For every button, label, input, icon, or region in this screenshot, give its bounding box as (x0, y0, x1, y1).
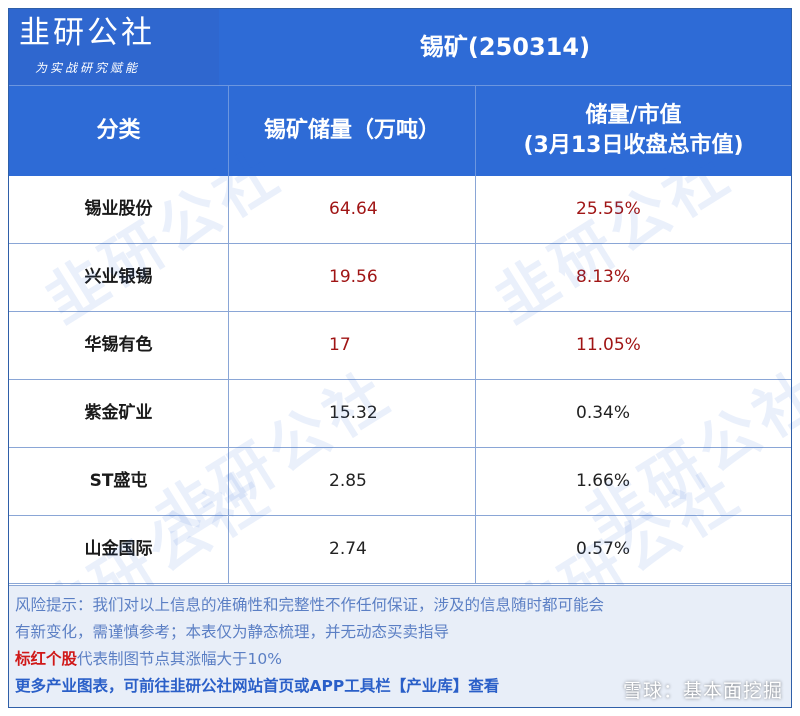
risk-line-2: 有新变化，需谨慎参考；本表仅为静态梳理，并无动态买卖指导 (15, 623, 450, 641)
title-row: 韭研公社 为实战研究赋能 锡矿(250314) (9, 9, 791, 85)
ratio-value: 8.13% (576, 267, 631, 287)
reserve-value: 15.32 (229, 380, 476, 447)
red-stock-label: 标红个股 (15, 650, 78, 668)
table-row: 山金国际 2.74 0.57% (9, 516, 791, 584)
ratio-value: 25.55% (576, 199, 641, 219)
reserve-value: 64.64 (229, 176, 476, 243)
page-title: 锡矿(250314) (419, 33, 591, 61)
reserve-value: 17 (229, 312, 476, 379)
reserve-value: 2.74 (229, 516, 476, 583)
red-stock-note: 代表制图节点其涨幅大于10% (77, 650, 282, 668)
table-row: 华锡有色 17 11.05% (9, 312, 791, 380)
ratio-value: 11.05% (576, 335, 641, 355)
company-name: ST盛屯 (9, 448, 229, 515)
xueqiu-watermark: 雪球：基本面挖掘 (622, 680, 783, 702)
table-row: 紫金矿业 15.32 0.34% (9, 380, 791, 448)
table-row: 锡业股份 64.64 25.55% (9, 176, 791, 244)
more-charts-link[interactable]: 更多产业图表，可前往韭研公社网站首页或APP工具栏【产业库】查看 (15, 677, 500, 695)
highlight-note: 标红个股代表制图节点其涨幅大于10% (15, 646, 785, 673)
reserve-value: 19.56 (229, 244, 476, 311)
footer-notes: 风险提示：我们对以上信息的准确性和完整性不作任何保证，涉及的信息随时都可能会 有… (9, 585, 791, 707)
company-name: 锡业股份 (9, 176, 229, 243)
header-reserve: 锡矿储量（万吨） (229, 86, 476, 176)
ratio-value: 1.66% (576, 471, 631, 491)
table-row: ST盛屯 2.85 1.66% (9, 448, 791, 516)
table-row: 兴业银锡 19.56 8.13% (9, 244, 791, 312)
header-ratio: 储量/市值 (3月13日收盘总市值) (523, 103, 744, 158)
header-category: 分类 (9, 86, 229, 176)
company-name: 华锡有色 (9, 312, 229, 379)
ratio-value: 0.57% (576, 539, 631, 559)
brand-logo: 韭研公社 为实战研究赋能 (9, 9, 219, 85)
brand-name: 韭研公社 (19, 15, 155, 51)
ratio-value: 0.34% (576, 403, 631, 423)
risk-line-1: 风险提示：我们对以上信息的准确性和完整性不作任何保证，涉及的信息随时都可能会 (15, 596, 605, 614)
tin-table-card: 韭研公社 为实战研究赋能 锡矿(250314) 分类 锡矿储量（万吨） 储量/市… (8, 8, 800, 708)
company-name: 山金国际 (9, 516, 229, 583)
company-name: 兴业银锡 (9, 244, 229, 311)
brand-slogan: 为实战研究赋能 (35, 61, 141, 75)
company-name: 紫金矿业 (9, 380, 229, 447)
table-header: 分类 锡矿储量（万吨） 储量/市值 (3月13日收盘总市值) (9, 85, 791, 176)
table-body: 锡业股份 64.64 25.55% 兴业银锡 19.56 8.13% 华锡有色 … (9, 176, 791, 584)
reserve-value: 2.85 (229, 448, 476, 515)
